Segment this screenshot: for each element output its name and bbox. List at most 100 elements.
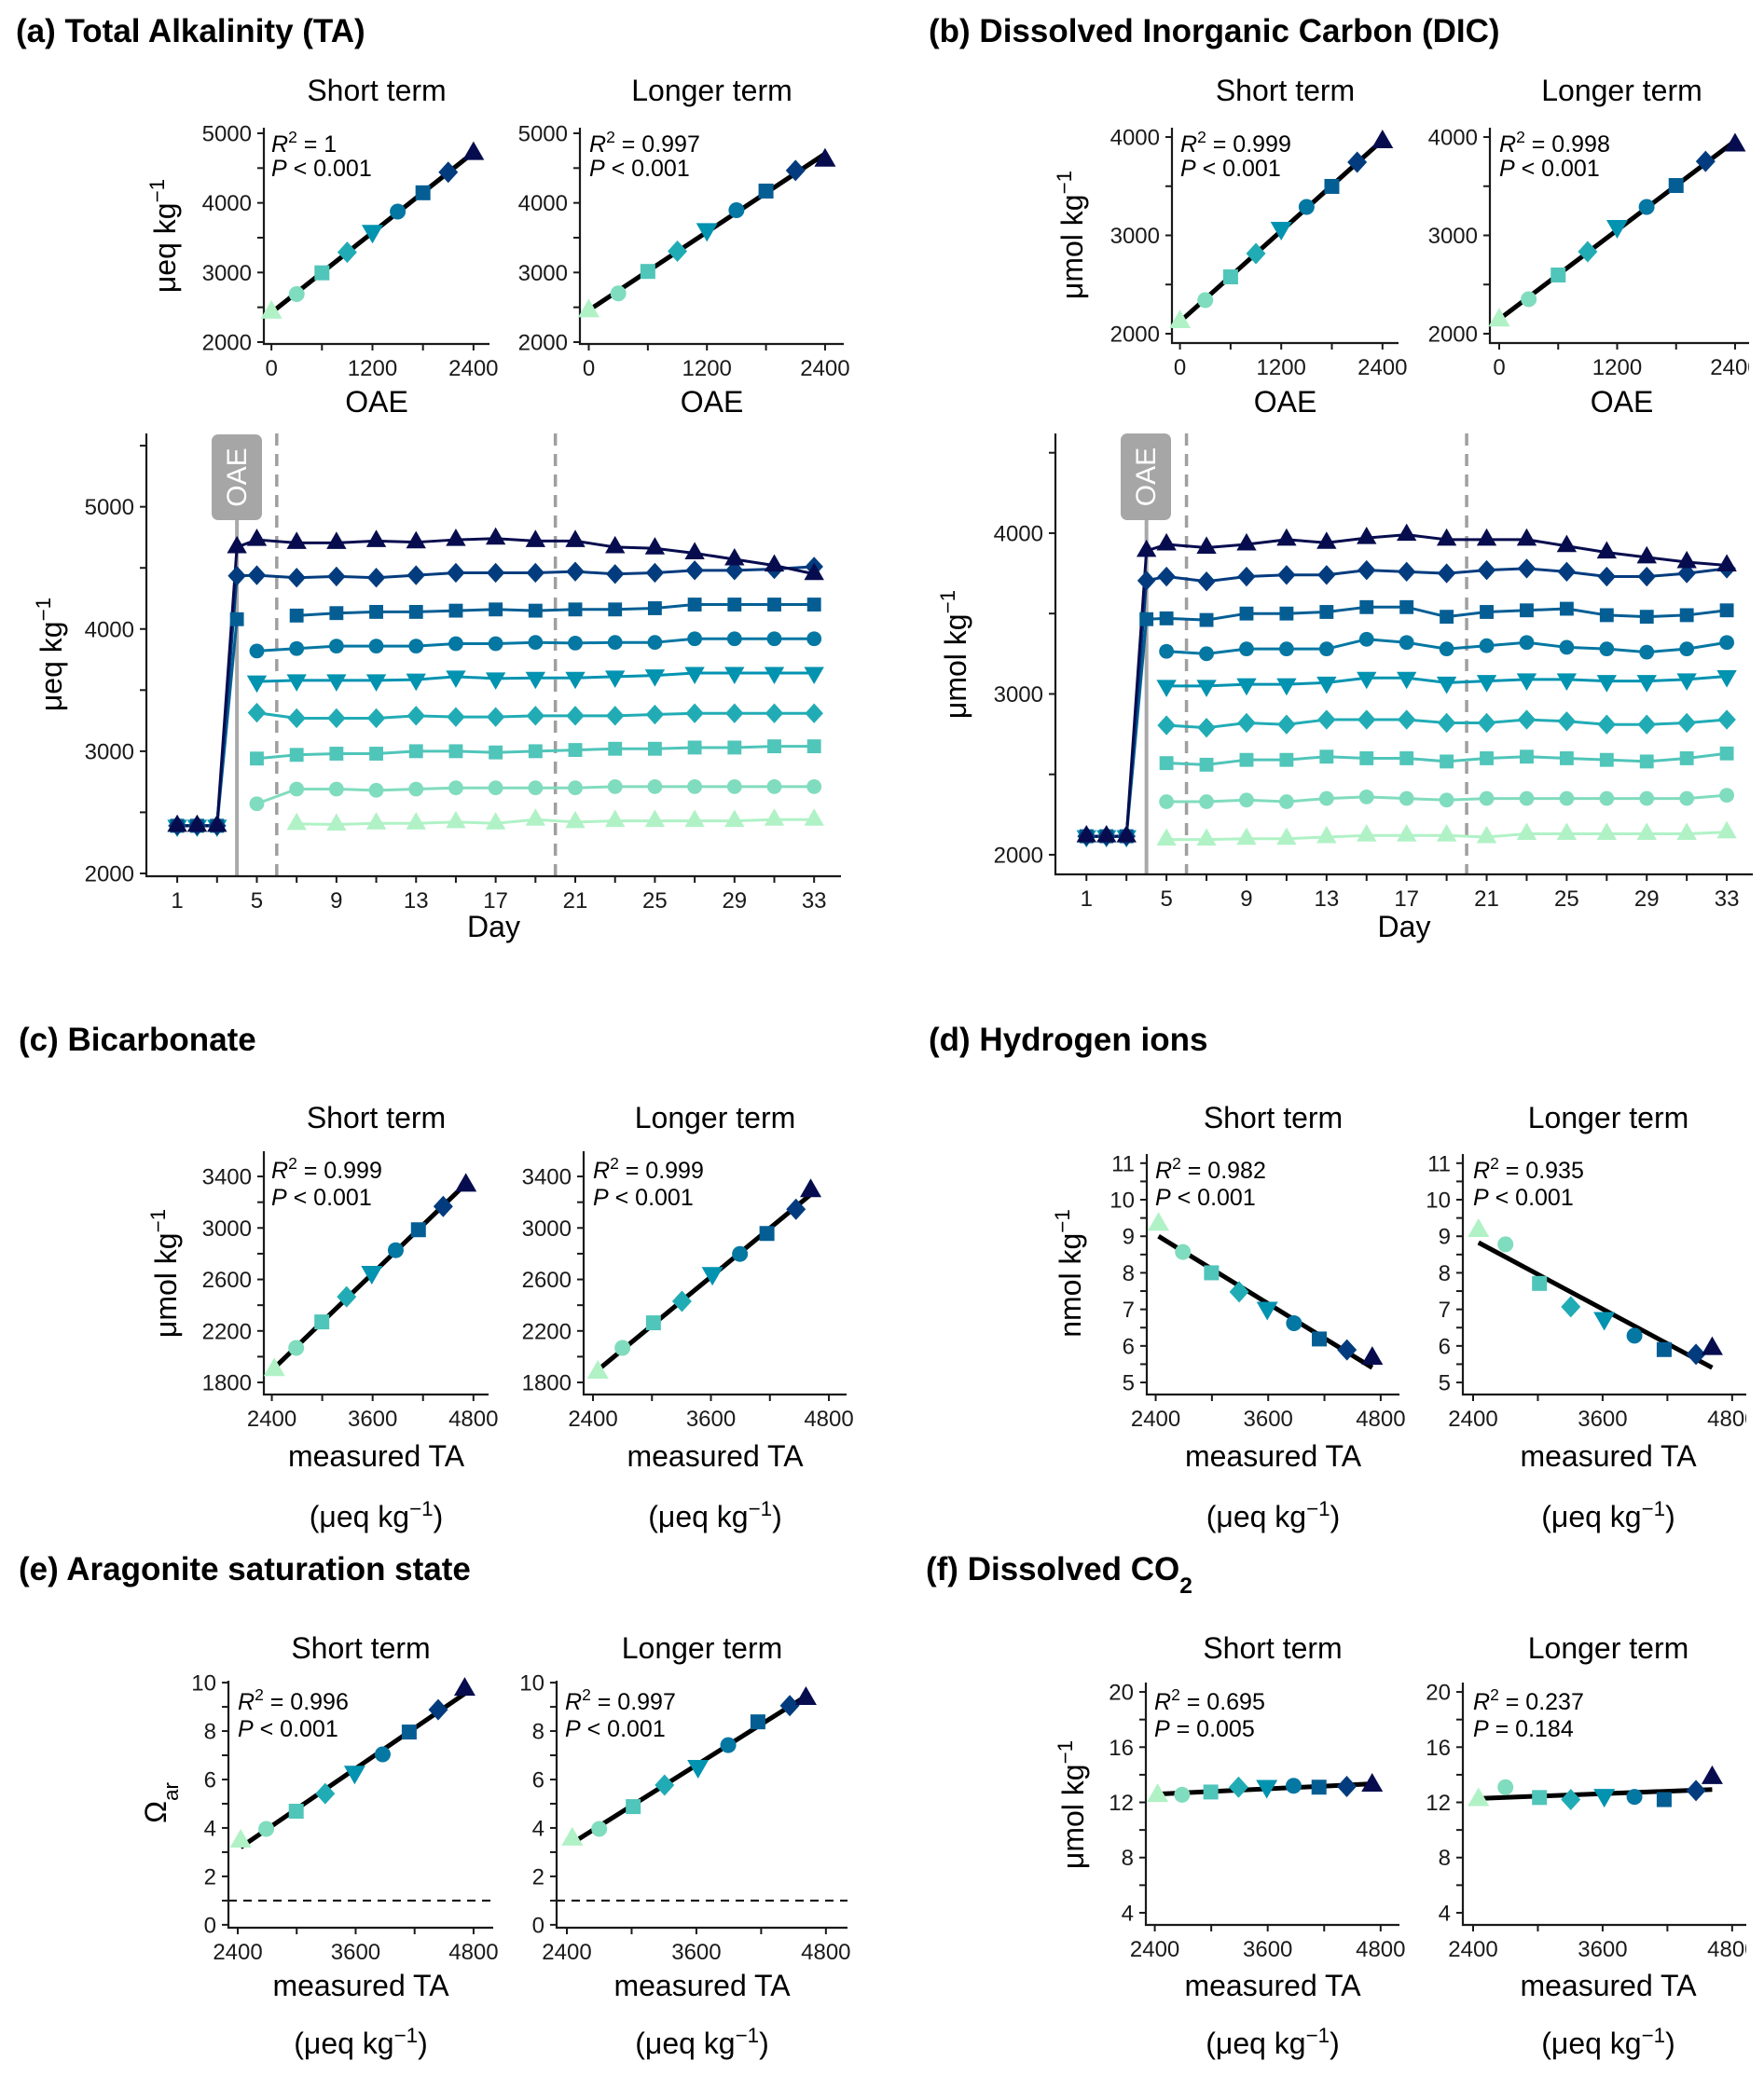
- y-tick-label: 4000: [85, 617, 134, 642]
- data-point-triangle-up: [455, 1173, 477, 1192]
- data-point-square: [687, 740, 702, 755]
- data-point-circle: [1559, 639, 1575, 655]
- y-axis-title: μmol kg−1: [936, 590, 973, 719]
- y-axis-title: μmol kg−1: [146, 1209, 184, 1338]
- data-point-square: [1719, 746, 1734, 761]
- chart-a-time: OAE 2000 3000 4000 5000 1 5 9 13 17 21 25 29 33 Day μeq…: [32, 433, 841, 943]
- x-tick-label: 9: [1240, 886, 1252, 912]
- y-axis-title-text: μmol kg: [149, 1232, 183, 1338]
- facet-title: Longer term: [631, 74, 792, 107]
- y-axis-title: nmol kg−1: [1051, 1209, 1088, 1338]
- data-point-triangle-down: [644, 669, 666, 687]
- data-point-diamond: [1229, 1281, 1249, 1303]
- y-tick-label: 10: [1426, 1189, 1451, 1214]
- data-point-triangle-up: [565, 529, 586, 547]
- p-value: < 0.001: [609, 1185, 694, 1211]
- data-point-square: [1668, 178, 1684, 194]
- x-axis-title: OAE: [1254, 385, 1317, 419]
- y-tick-label: 4000: [518, 191, 568, 216]
- data-point-circle: [1497, 1236, 1514, 1253]
- x-axis-unit: (μeq kg−1): [1541, 2024, 1675, 2061]
- data-point-diamond: [337, 241, 357, 264]
- data-point-square: [1656, 1341, 1672, 1357]
- data-point-square: [1279, 606, 1294, 621]
- y-tick-label: 2000: [994, 843, 1043, 868]
- x-axis-title: OAE: [345, 385, 408, 419]
- data-point-triangle-up: [814, 147, 836, 167]
- data-point-diamond: [287, 708, 306, 729]
- data-point-triangle-down: [1596, 675, 1618, 693]
- data-point-circle: [1639, 790, 1655, 806]
- data-point-circle: [720, 1737, 737, 1753]
- data-point-diamond: [685, 703, 704, 723]
- x-tick-label: 2400: [1448, 1937, 1497, 1962]
- y-tick-label: 8: [1439, 1846, 1451, 1871]
- data-point-triangle-up: [1096, 825, 1117, 843]
- x-axis-unit-text: (μeq kg: [1541, 1500, 1641, 1533]
- y-tick-label: 4: [1439, 1901, 1451, 1926]
- data-point-square: [568, 743, 583, 758]
- data-point-square: [1159, 756, 1174, 771]
- oae-label-box: [1121, 433, 1171, 520]
- data-point-circle: [732, 1245, 749, 1262]
- data-point-diamond: [605, 564, 625, 584]
- data-point-triangle-up: [1236, 532, 1257, 551]
- data-point-square: [1203, 1784, 1219, 1800]
- data-point-triangle-up: [462, 141, 485, 160]
- data-point-triangle-up: [1156, 828, 1177, 846]
- data-point-diamond: [685, 560, 704, 581]
- data-point-diamond: [1637, 714, 1657, 735]
- data-point-square: [1679, 751, 1694, 765]
- data-point-circle: [806, 631, 822, 647]
- data-point-triangle-up: [286, 812, 307, 831]
- data-point-square: [329, 606, 344, 621]
- p-value: < 0.001: [581, 1716, 666, 1742]
- data-point-square: [1639, 610, 1654, 625]
- data-point-diamond: [486, 562, 505, 584]
- p-symbol: P: [565, 1716, 581, 1742]
- data-point-triangle-up: [1371, 129, 1394, 148]
- p-value: = 0.005: [1170, 1716, 1255, 1742]
- y-tick-label: 3000: [202, 1216, 252, 1242]
- data-point-square: [750, 1714, 765, 1730]
- p-symbol: P: [238, 1716, 254, 1742]
- data-point-triangle-up: [326, 531, 347, 549]
- data-point-circle: [766, 631, 782, 647]
- data-point-diamond: [526, 706, 545, 726]
- y-tick-label: 5000: [85, 495, 134, 520]
- p-value: < 0.001: [1196, 156, 1281, 182]
- x-axis-title: Day: [467, 910, 520, 943]
- y-tick-label: 8: [532, 1720, 544, 1745]
- data-point-square: [329, 747, 344, 761]
- data-point-triangle-up: [1716, 554, 1737, 571]
- data-point-diamond: [668, 240, 688, 263]
- data-point-circle: [1626, 1327, 1643, 1344]
- y-tick-label: 3000: [202, 261, 252, 286]
- y-axis-title: μmol kg−1: [1053, 171, 1090, 299]
- x-axis-unit-text: ): [1665, 1500, 1675, 1533]
- data-point-diamond: [366, 568, 386, 588]
- panel-title-a: (a) Total Alkalinity (TA): [16, 13, 365, 49]
- panel-title-text: (d) Hydrogen ions: [929, 1022, 1207, 1058]
- data-point-triangle-up: [578, 298, 600, 318]
- y-tick-label: 20: [1109, 1681, 1134, 1706]
- data-point-circle: [288, 285, 305, 302]
- chart-d-short: Short term 5 6 7 8 9 10 11 2400 3600 4800 measured …: [1051, 1101, 1406, 1533]
- data-point-triangle-up: [1468, 1217, 1490, 1237]
- data-point-square: [647, 741, 662, 756]
- data-point-diamond: [605, 706, 625, 726]
- x-tick-label: 3600: [1243, 1937, 1292, 1962]
- data-point-triangle-up: [561, 1826, 584, 1846]
- data-point-triangle-up: [365, 529, 387, 547]
- data-point-square: [687, 598, 702, 612]
- data-point-circle: [1479, 790, 1495, 806]
- data-point-square: [1639, 754, 1654, 769]
- x-axis-unit-superscript: −1: [736, 2024, 760, 2047]
- data-point-diamond: [765, 703, 784, 723]
- r-squared-label: R2 = 0.999: [271, 1154, 382, 1184]
- x-tick-label: 13: [404, 888, 429, 914]
- data-point-triangle-up: [1357, 824, 1377, 842]
- data-point-square: [1319, 605, 1334, 619]
- data-point-triangle-up: [1596, 541, 1618, 559]
